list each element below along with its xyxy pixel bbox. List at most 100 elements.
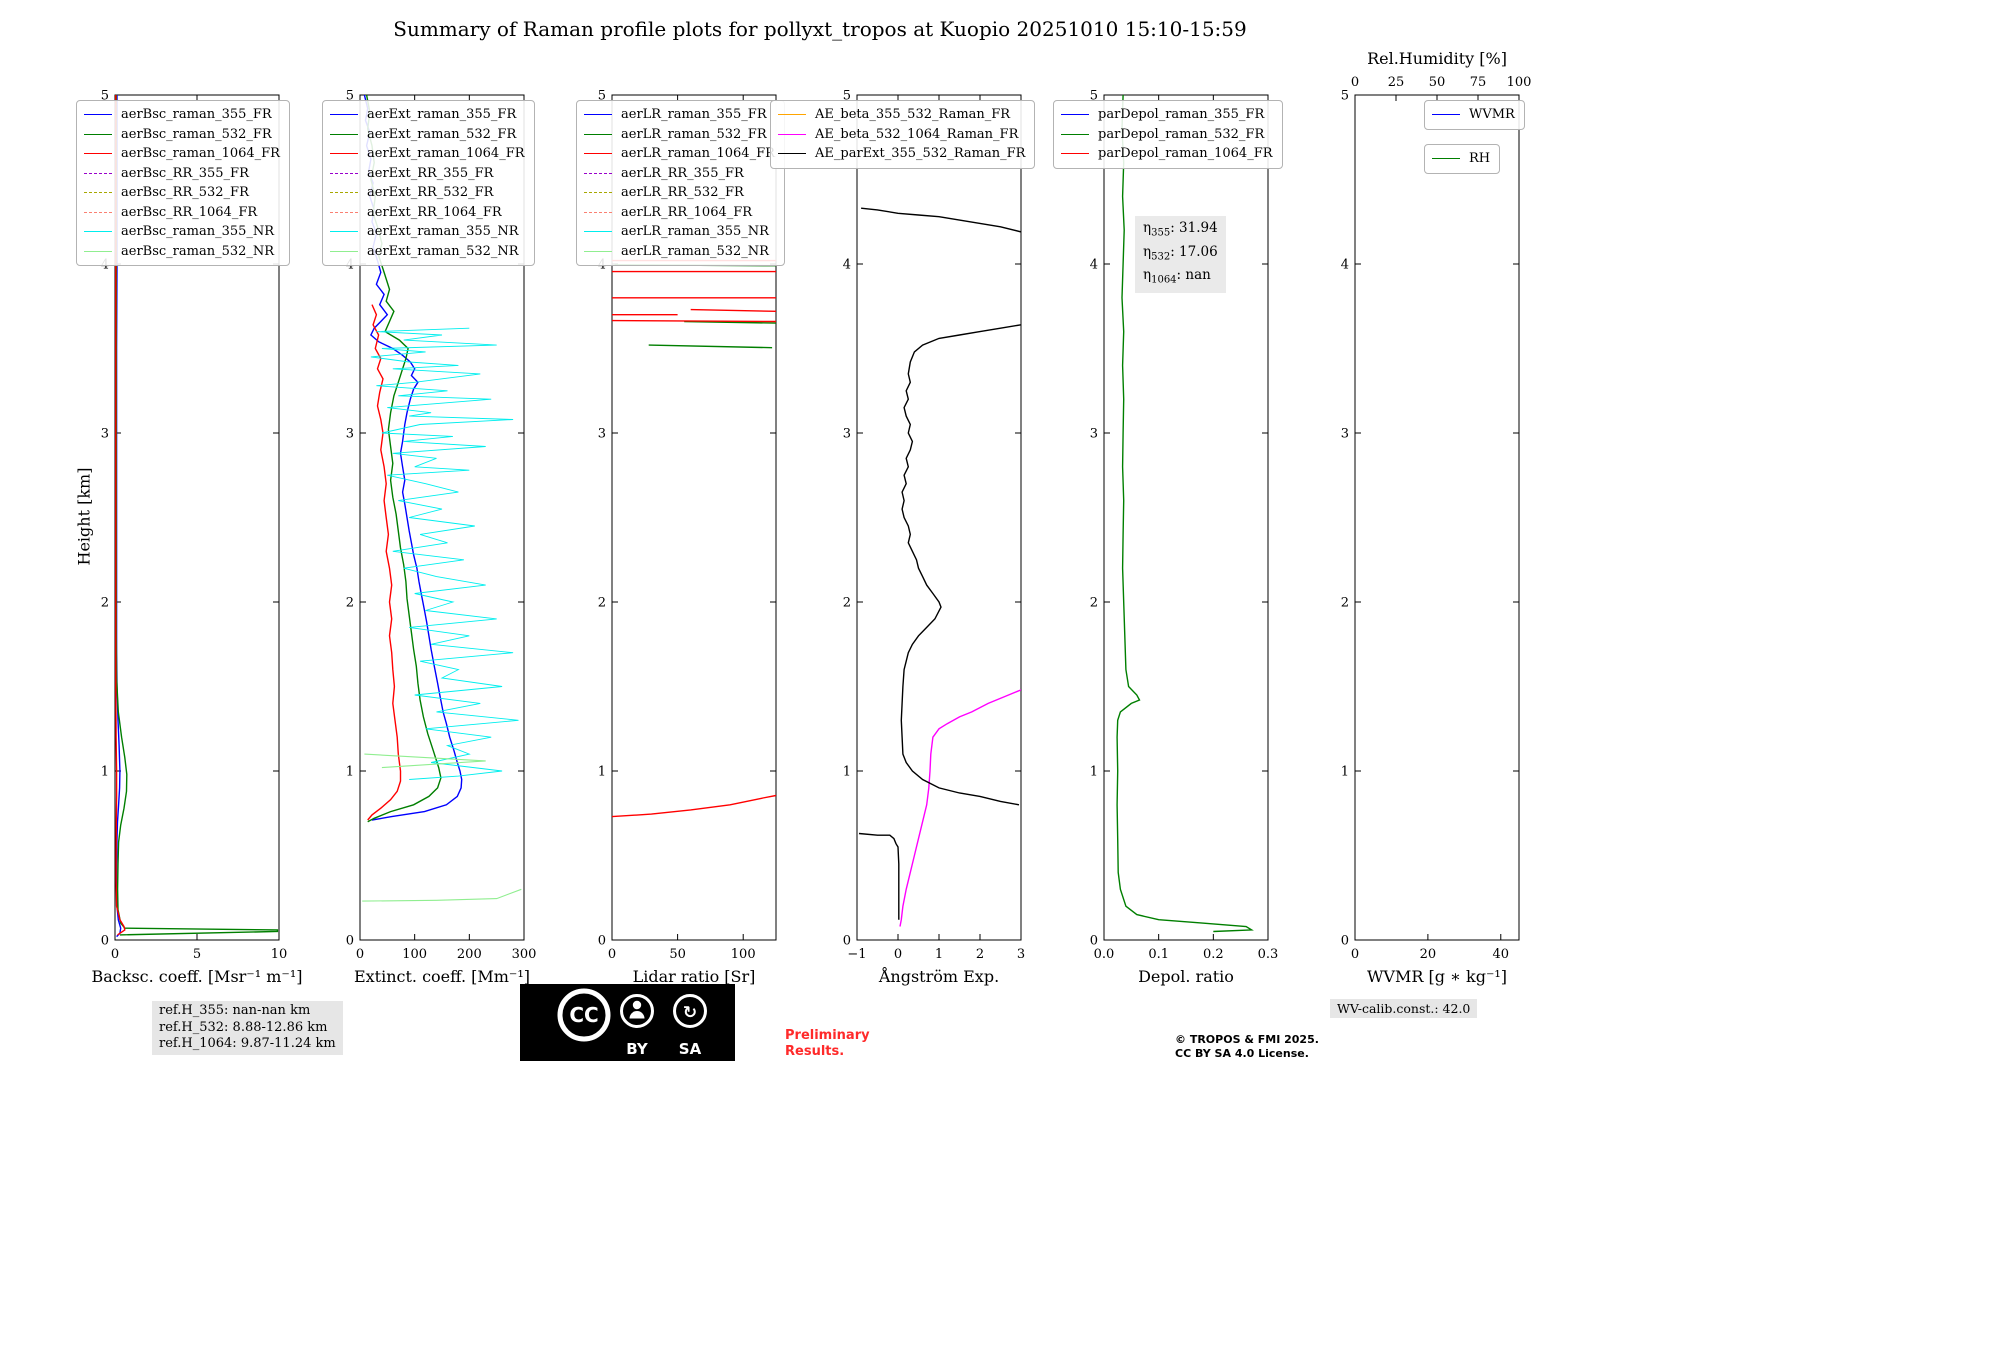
- legend-label: aerBsc_raman_1064_FR: [121, 146, 280, 161]
- y-tick-label: 3: [598, 427, 606, 442]
- legend-label: aerLR_RR_355_FR: [621, 165, 744, 181]
- top-tick-label: 0: [1351, 75, 1359, 90]
- legend-line-swatch: [584, 153, 612, 155]
- legend-entry: aerBsc_raman_355_NR: [84, 222, 280, 242]
- y-tick-label: 2: [101, 596, 109, 611]
- top-axis-label: Rel.Humidity [%]: [1367, 49, 1507, 68]
- legend-label: parDepol_raman_1064_FR: [1098, 146, 1273, 161]
- legend-entry: aerExt_RR_1064_FR: [330, 203, 525, 223]
- legend-label: aerBsc_raman_355_FR: [121, 107, 272, 122]
- legend-entry: aerLR_raman_1064_FR: [584, 144, 775, 164]
- y-tick-label: 4: [843, 258, 851, 273]
- x-axis-label: Extinct. coeff. [Mm⁻¹]: [354, 967, 530, 986]
- x-axis-label: Lidar ratio [Sr]: [633, 967, 756, 986]
- x-tick-label: 3: [1017, 947, 1025, 962]
- legend-line-swatch: [584, 114, 612, 116]
- legend-label: parDepol_raman_532_FR: [1098, 126, 1265, 142]
- legend-extinction: aerExt_raman_355_FR aerExt_raman_532_FR ae…: [322, 100, 535, 266]
- legend-label: aerBsc_raman_355_NR: [121, 224, 275, 239]
- legend-entry: aerBsc_raman_532_NR: [84, 242, 280, 262]
- legend-label: aerExt_raman_355_NR: [367, 224, 519, 239]
- legend-line-swatch: [584, 192, 612, 194]
- y-tick-label: 1: [1341, 765, 1349, 780]
- y-tick-label: 0: [1090, 934, 1098, 949]
- series-parDepol_raman_532_FR: [1116, 95, 1254, 933]
- x-tick-label: 1: [935, 947, 943, 962]
- legend-depol: parDepol_raman_355_FR parDepol_raman_532_…: [1053, 100, 1283, 169]
- legend-label: AE_beta_532_1064_Raman_FR: [815, 126, 1019, 142]
- preliminary-results-note: Preliminary Results.: [785, 1028, 870, 1060]
- legend-entry: parDepol_raman_532_FR: [1061, 125, 1273, 145]
- legend-entry: aerBsc_RR_532_FR: [84, 183, 280, 203]
- panel-depol: 0.0 0.1 0.2 0.3 0 1 2 3 4 5 Depol. ratio: [1090, 89, 1279, 987]
- legend-entry: aerExt_raman_355_FR: [330, 105, 525, 125]
- x-tick-label: 0.2: [1203, 947, 1224, 962]
- legend-line-swatch: [330, 114, 358, 116]
- legend-line-swatch: [330, 211, 358, 213]
- legend-entry: aerLR_RR_532_FR: [584, 183, 775, 203]
- legend-line-swatch: [1061, 153, 1089, 155]
- legend-line-swatch: [330, 172, 358, 174]
- y-tick-label: 5: [598, 89, 606, 104]
- legend-entry: aerLR_raman_355_FR: [584, 105, 775, 125]
- y-tick-label: 2: [843, 596, 851, 611]
- legend-label: parDepol_raman_355_FR: [1098, 107, 1265, 122]
- legend-line-swatch: [330, 231, 358, 233]
- legend-backscatter: aerBsc_raman_355_FR aerBsc_raman_532_FR ae…: [76, 100, 290, 266]
- x-tick-label: 2: [976, 947, 984, 962]
- copyright-line-1: © TROPOS & FMI 2025.: [1175, 1033, 1319, 1046]
- panel-backscatter: 0510012345Backsc. coeff. [Msr⁻¹ m⁻¹]: [91, 89, 302, 987]
- legend-entry: aerExt_raman_532_FR: [330, 125, 525, 145]
- axes-box: [1354, 94, 1520, 941]
- share-alike-icon: [673, 994, 707, 1028]
- cc-badge-graphic: CC ↻ BY SA: [557, 988, 707, 1058]
- legend-label: AE_parExt_355_532_Raman_FR: [815, 146, 1026, 161]
- legend-label: aerExt_RR_355_FR: [367, 165, 494, 181]
- reference-height-box: ref.H_355: nan-nan km ref.H_532: 8.88-12…: [152, 1001, 343, 1055]
- legend-lidar_ratio: aerLR_raman_355_FR aerLR_raman_532_FR aerL…: [576, 100, 785, 266]
- legend-line-swatch: [584, 133, 612, 135]
- legend-line-swatch: [1432, 114, 1460, 116]
- x-tick-label: 0.3: [1258, 947, 1279, 962]
- x-tick-label: 40: [1493, 947, 1510, 962]
- legend-label: aerLR_RR_532_FR: [621, 185, 744, 200]
- share-alike-arrow-icon: ↻: [683, 1003, 697, 1023]
- legend-entry: aerLR_RR_355_FR: [584, 164, 775, 184]
- legend-label: aerBsc_raman_532_NR: [121, 243, 275, 259]
- legend-line-swatch: [84, 114, 112, 116]
- legend-entry: AE_beta_355_532_Raman_FR: [778, 105, 1025, 125]
- legend-wvmr-RH: RH: [1424, 144, 1501, 174]
- legend-entry: aerExt_raman_1064_FR: [330, 144, 525, 164]
- ref-h-355: ref.H_355: nan-nan km: [159, 1003, 311, 1018]
- series-aerExt_raman_1064_FR: [367, 304, 402, 821]
- x-tick-label: 100: [731, 947, 756, 962]
- ref-h-532: ref.H_532: 8.88-12.86 km: [159, 1019, 328, 1035]
- y-tick-label: 1: [101, 765, 109, 780]
- legend-label: aerExt_raman_532_NR: [367, 243, 519, 259]
- eta-value: η355: 31.94: [1143, 220, 1218, 239]
- x-tick-label: 10: [271, 947, 288, 962]
- legend-label: aerExt_raman_1064_FR: [367, 146, 525, 161]
- legend-label: AE_beta_355_532_Raman_FR: [815, 107, 1011, 122]
- x-axis-label: Ångström Exp.: [878, 966, 999, 986]
- legend-entry: AE_beta_532_1064_Raman_FR: [778, 125, 1025, 145]
- y-tick-label: 0: [101, 934, 109, 949]
- y-tick-label: 3: [1090, 427, 1098, 442]
- y-tick-label: 1: [598, 765, 606, 780]
- legend-label: aerBsc_RR_355_FR: [121, 165, 249, 181]
- legend-line-swatch: [84, 192, 112, 194]
- legend-label: aerExt_RR_532_FR: [367, 185, 494, 200]
- x-tick-label: 200: [457, 947, 482, 962]
- eta-value: η1064: nan: [1143, 267, 1211, 287]
- x-tick-label: 5: [193, 947, 201, 962]
- panel-lidar_ratio: 050100012345Lidar ratio [Sr]: [598, 89, 777, 986]
- y-tick-label: 5: [843, 89, 851, 104]
- y-tick-label: 2: [598, 596, 606, 611]
- axes-box: [611, 94, 777, 941]
- axes-box: [1103, 94, 1269, 941]
- series-aerExt_raman_355_NR: [370, 327, 519, 780]
- legend-line-swatch: [778, 114, 806, 116]
- legend-entry: aerBsc_raman_355_FR: [84, 105, 280, 125]
- top-tick-label: 100: [1507, 75, 1532, 90]
